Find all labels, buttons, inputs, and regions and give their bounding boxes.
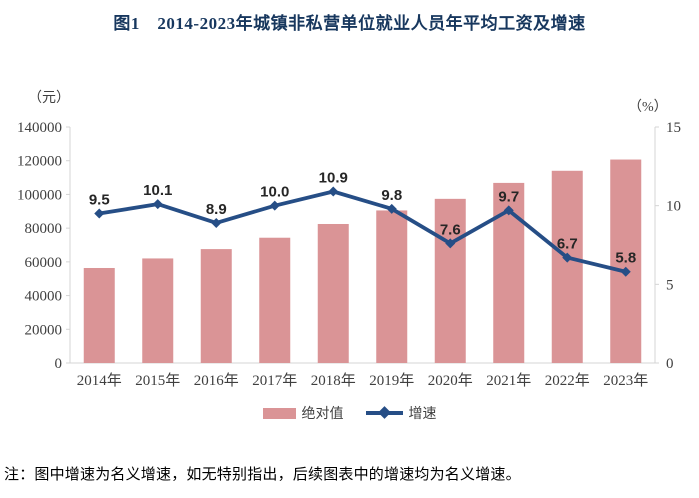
- bar-2016年: [200, 249, 232, 363]
- line-series-swatch: [365, 406, 403, 419]
- line-marker-2020年: [445, 238, 456, 249]
- chart-legend: 绝对值 增速: [0, 403, 699, 423]
- legend-label-line: 增速: [408, 407, 437, 422]
- legend-item-line: 增速: [365, 403, 437, 423]
- bar-2017年: [259, 237, 291, 363]
- growth-rate-line: [97, 189, 628, 274]
- right-axis-tick-label: 5: [666, 277, 674, 293]
- x-axis-category-label: 2019年: [369, 372, 414, 389]
- diamond-marker-icon: [377, 406, 391, 419]
- line-marker-2015年: [152, 199, 163, 210]
- x-axis-category-label: 2023年: [603, 372, 648, 389]
- x-axis-category-label: 2021年: [486, 372, 531, 389]
- legend-item-bars: 绝对值: [262, 403, 344, 423]
- left-axis-tick-label: 40000: [25, 289, 63, 305]
- right-axis-unit-label: （%）: [628, 100, 668, 115]
- x-axis-category-label: 2020年: [428, 372, 473, 389]
- left-axis-tick-label: 0: [55, 356, 63, 372]
- growth-rate-value-label: 8.9: [206, 201, 227, 218]
- line-marker-2019年: [386, 203, 397, 214]
- chart-plot: 140000 120000 100000 80000 60000 40000 20000 0 1…: [17, 120, 681, 389]
- bar-2023年: [610, 159, 642, 363]
- right-axis-tick-label: 0: [666, 356, 674, 372]
- bar-series-swatch: [262, 407, 296, 419]
- bar-2020年: [434, 198, 466, 363]
- chart-title: 图1 2014-2023年城镇非私营单位就业人员年平均工资及增速: [113, 14, 586, 33]
- growth-rate-value-label: 9.8: [381, 187, 402, 204]
- left-axis-tick-label: 60000: [25, 255, 63, 271]
- bar-2014年: [83, 267, 115, 363]
- line-marker-2017年: [269, 200, 280, 211]
- growth-rate-value-label: 9.5: [89, 192, 110, 209]
- bar-2015年: [142, 258, 174, 363]
- bar-2019年: [376, 210, 408, 363]
- x-axis-category-label: 2022年: [545, 372, 590, 389]
- growth-rate-value-label: 10.0: [260, 184, 289, 201]
- left-axis-tick-label: 120000: [17, 154, 62, 170]
- growth-rate-value-label: 10.9: [319, 170, 348, 187]
- growth-rate-value-label: 7.6: [440, 221, 461, 238]
- x-axis-category-label: 2015年: [135, 372, 180, 389]
- line-marker-2023年: [620, 266, 631, 277]
- bar-2018年: [317, 223, 349, 363]
- x-axis-category-label: 2014年: [77, 372, 122, 389]
- legend-label-bars: 绝对值: [301, 407, 344, 422]
- growth-rate-value-label: 10.1: [143, 182, 172, 199]
- line-marker-2018年: [328, 186, 339, 197]
- left-axis-tick-label: 80000: [25, 221, 63, 237]
- left-axis-unit-label: （元）: [28, 91, 70, 106]
- right-axis-tick-label: 15: [666, 120, 681, 136]
- growth-rate-value-label: 5.8: [615, 250, 636, 267]
- line-marker-2022年: [562, 252, 573, 263]
- line-marker-2014年: [94, 208, 105, 219]
- x-axis-category-label: 2016年: [194, 372, 239, 389]
- x-axis-category-label: 2017年: [252, 372, 297, 389]
- footnote: 注：图中增速为名义增速，如无特别指出，后续图表中的增速均为名义增速。: [4, 467, 521, 483]
- growth-rate-value-label: 6.7: [557, 236, 578, 253]
- left-axis-tick-label: 140000: [17, 120, 62, 136]
- line-marker-2021年: [503, 205, 514, 216]
- line-marker-2016年: [211, 217, 222, 228]
- growth-rate-value-label: 9.7: [498, 188, 519, 205]
- x-axis-category-label: 2018年: [311, 372, 356, 389]
- right-axis-tick-label: 10: [666, 199, 681, 215]
- left-axis-tick-label: 20000: [25, 322, 63, 338]
- bar-2022年: [551, 170, 583, 363]
- left-axis-tick-label: 100000: [17, 187, 62, 203]
